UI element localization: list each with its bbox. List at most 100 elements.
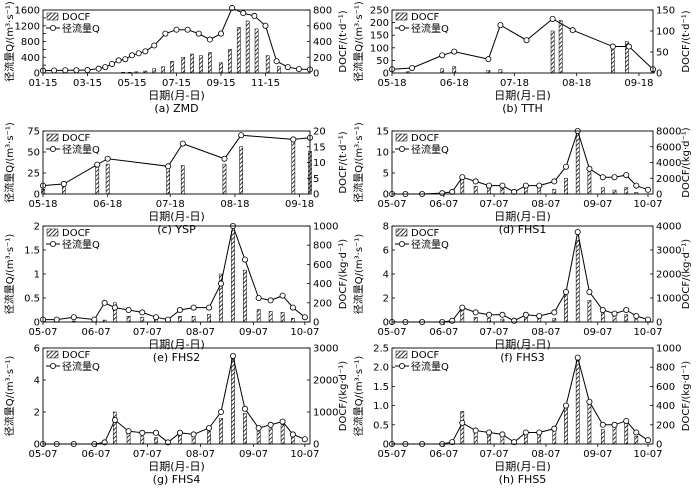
runoff-point: [611, 421, 618, 428]
runoff-point: [623, 306, 630, 313]
docf-bar: [612, 189, 617, 195]
runoff-point: [536, 429, 543, 436]
x-tick-label: 07-18: [500, 78, 529, 89]
runoff-point: [301, 314, 308, 321]
docf-bar: [243, 413, 247, 445]
runoff-point: [190, 431, 197, 438]
panel-fhs4: 0 2 4 6 0 1000 2000 3000 05-07 06-07 07-07 08-07 09-…: [3, 344, 349, 487]
legend-marker: [50, 24, 57, 31]
runoff-point: [217, 30, 224, 37]
left-tick-label: 4: [34, 376, 40, 387]
right-tick-label: 0: [656, 69, 662, 80]
runoff-point: [184, 26, 191, 33]
runoff-point: [499, 182, 506, 189]
docf-bar: [487, 318, 491, 323]
left-tick-label: 0.5: [24, 294, 40, 305]
panel-fhs2: 0 0.5 1 1.5 2 0 200 400 600 800 1000 05-07 06-07 07-0…: [3, 222, 349, 365]
docf-bar: [280, 424, 285, 445]
docf-bar: [140, 435, 145, 445]
runoff-point: [102, 64, 109, 71]
docf-bar: [231, 357, 235, 445]
runoff-point: [472, 427, 479, 434]
legend-marker: [50, 362, 57, 369]
runoff-point: [179, 140, 186, 147]
x-tick-label: 07-07: [480, 449, 509, 460]
x-axis-title: 日期(月-日): [148, 338, 205, 351]
x-tick-label: 06-07: [82, 449, 111, 460]
legend-runoff-label: 径流量Q: [62, 238, 100, 251]
runoff-point: [609, 43, 616, 50]
runoff-point: [586, 165, 593, 172]
right-tick-label: 0: [313, 190, 319, 201]
legend-bar-swatch: [46, 133, 59, 142]
docf-bar: [550, 30, 555, 74]
runoff-point: [486, 429, 493, 436]
panel-fhs1: 0 5 10 15 0 2000 4000 6000 8000 05-07 06-07 07-07 08…: [352, 122, 692, 236]
docf-bar: [181, 57, 186, 74]
docf-bar: [624, 187, 629, 195]
runoff-point: [486, 182, 493, 189]
docf-bar: [487, 434, 491, 445]
right-tick-label: 6000: [656, 142, 681, 153]
runoff-point: [229, 352, 236, 359]
docf-bar: [587, 400, 592, 445]
legend-marker: [50, 240, 57, 247]
docf-bar: [523, 316, 528, 323]
runoff-point: [536, 182, 543, 189]
right-tick-label: 10: [313, 158, 326, 169]
docf-bar: [291, 141, 296, 195]
docf-bar: [564, 178, 568, 195]
runoff-point: [289, 431, 296, 438]
runoff-point: [633, 429, 640, 436]
docf-bar: [575, 357, 580, 445]
x-tick-label: 06-18: [93, 199, 122, 210]
x-tick-label: 08-07: [186, 449, 215, 460]
left-axis-title: 径流量Q/(m³·s⁻¹): [3, 234, 16, 315]
runoff-point: [499, 311, 506, 318]
left-tick-label: 1.5: [373, 382, 389, 393]
right-axis-title: DOCF/(t·d⁻¹): [338, 10, 349, 72]
left-tick-label: 400: [21, 53, 40, 64]
docf-bar: [537, 187, 542, 195]
runoff-point: [139, 309, 146, 316]
docf-bar: [113, 411, 117, 445]
docf-bar: [207, 314, 211, 323]
legend-marker: [398, 24, 405, 31]
docf-bar: [268, 427, 273, 445]
left-tick-label: 15: [376, 127, 389, 138]
x-tick-label: 09-07: [583, 327, 612, 338]
runoff-point: [53, 316, 60, 323]
docf-bar: [178, 434, 182, 445]
x-tick-label: 06-07: [429, 449, 458, 460]
runoff-point: [451, 48, 458, 55]
left-tick-label: 5: [383, 169, 389, 180]
legend-runoff-label: 径流量Q: [62, 22, 100, 35]
legend-bar-swatch: [395, 350, 408, 359]
runoff-point: [125, 428, 132, 435]
right-axis-title: DOCF/(kg·d⁻¹): [338, 361, 349, 432]
docf-bar: [564, 295, 568, 323]
runoff-point: [190, 304, 197, 311]
runoff-point: [255, 424, 262, 431]
runoff-point: [111, 304, 118, 311]
right-tick-label: 0: [313, 69, 319, 80]
runoff-point: [549, 15, 556, 22]
x-tick-label: 11-15: [251, 78, 280, 89]
runoff-point: [295, 66, 302, 73]
right-tick-label: 600: [313, 21, 332, 32]
docf-bar: [552, 429, 557, 445]
runoff-point: [459, 419, 466, 426]
left-tick-label: 6: [383, 246, 389, 257]
x-tick-label: 09-07: [239, 449, 268, 460]
right-tick-label: 600: [313, 260, 332, 271]
docf-bar: [498, 69, 503, 74]
runoff-point: [206, 424, 213, 431]
right-tick-label: 800: [313, 6, 332, 17]
runoff-point: [551, 309, 558, 316]
x-tick-label: 05-07: [377, 327, 406, 338]
runoff-point: [522, 311, 529, 318]
docf-bar: [523, 434, 528, 445]
